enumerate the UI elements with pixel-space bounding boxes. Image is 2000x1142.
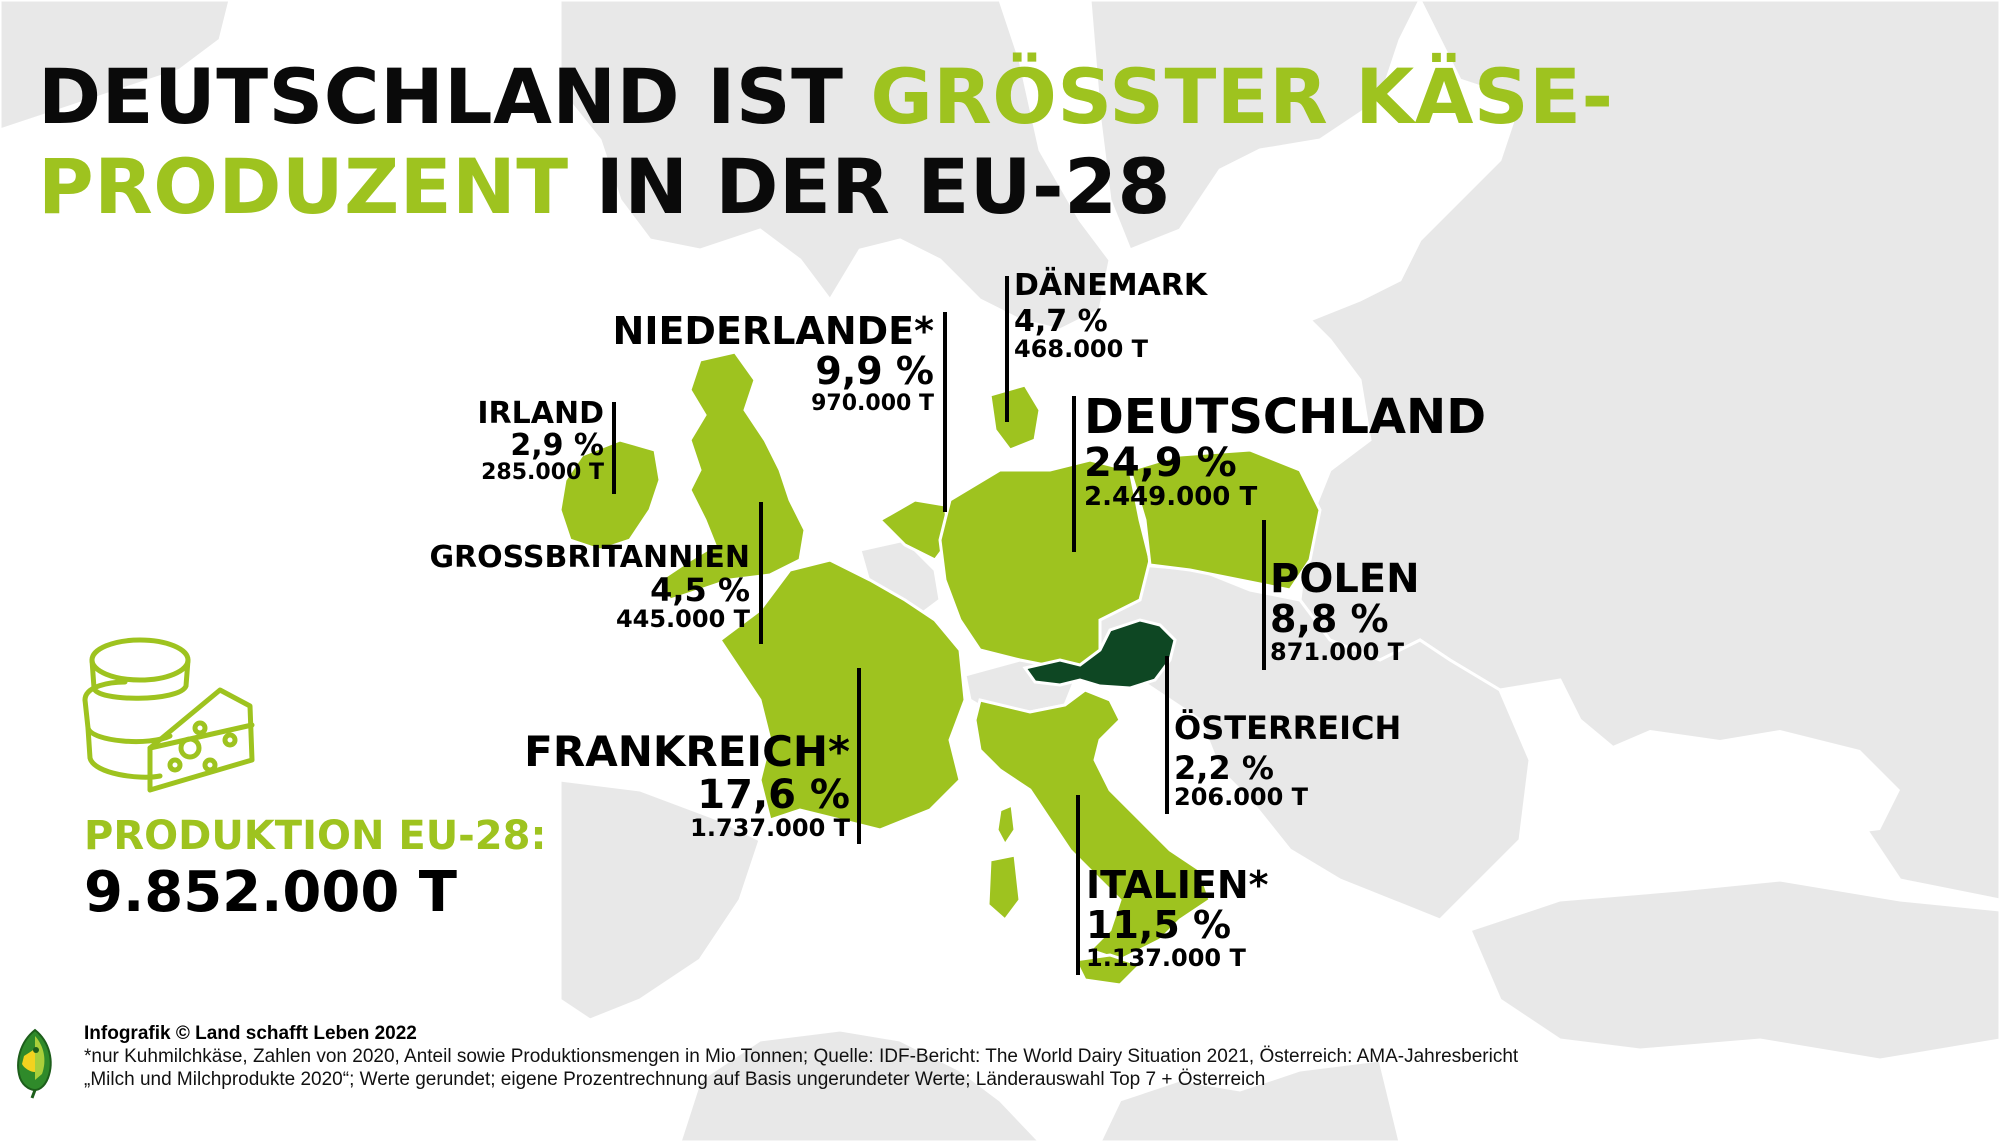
country-name: IRLAND: [477, 396, 604, 431]
leader-line-italien: [1076, 795, 1080, 975]
greenland-iceland-fragment: [0, 0, 232, 132]
country-name: POLEN: [1270, 556, 1420, 602]
iberia-land: [558, 778, 762, 1022]
black-sea: [1580, 730, 1900, 850]
turkey-land: [1467, 878, 2000, 1062]
country-share: 2,9 %: [510, 427, 604, 463]
footer-credit: Infografik © Land schafft Leben 2022: [84, 1023, 417, 1044]
country-share: 8,8 %: [1270, 597, 1389, 641]
country-tons: 1.137.000 T: [1086, 943, 1246, 972]
country-tons: 206.000 T: [1174, 783, 1309, 812]
country-name: GROSSBRITANNIEN: [429, 540, 750, 575]
austria-shape: [1022, 618, 1177, 690]
country-share: 2,2 %: [1174, 748, 1274, 787]
sardinia-shape: [986, 853, 1022, 923]
title-line1-black: DEUTSCHLAND IST: [38, 52, 871, 141]
label-frankreich: FRANKREICH* 17,6 % 1.737.000 T: [524, 727, 850, 843]
scandinavia-land: [558, 0, 1112, 332]
north-africa-land: [678, 1028, 1043, 1142]
italy-shape: [973, 688, 1212, 962]
country-name: FRANKREICH*: [524, 727, 850, 776]
label-oesterreich: ÖSTERREICH 2,2 % 206.000 T: [1174, 709, 1402, 812]
label-daenemark: DÄNEMARK 4,7 % 468.000 T: [1014, 270, 1207, 362]
country-tons: 871.000 T: [1270, 637, 1405, 666]
ireland-shape: [558, 438, 662, 552]
footer: Infografik © Land schafft Leben 2022 *nu…: [84, 1022, 1518, 1091]
country-share: 9,9 %: [815, 348, 934, 393]
country-share: 17,6 %: [697, 772, 850, 819]
title-line2-green: PRODUZENT: [38, 142, 569, 231]
title-line1-green: GRÖSSTER KÄSE-: [870, 52, 1614, 141]
leader-line-niederlande: [943, 312, 947, 512]
leader-line-grossbritannien: [759, 502, 763, 644]
north-africa-east-land: [1098, 1058, 1402, 1142]
cheese-icon: [82, 637, 255, 793]
great-britain-shape: [658, 350, 807, 602]
page-title: DEUTSCHLAND IST GRÖSSTER KÄSE- PRODUZENT…: [38, 52, 1614, 232]
footer-note-line1: *nur Kuhmilchkäse, Zahlen von 2020, Ante…: [84, 1046, 1519, 1067]
leader-line-daenemark: [1005, 276, 1009, 422]
country-name: DÄNEMARK: [1014, 268, 1208, 303]
sicily-shape: [1072, 953, 1143, 987]
country-tons: 970.000 T: [811, 390, 934, 416]
country-share: 11,5 %: [1086, 902, 1232, 947]
leader-line-deutschland: [1072, 396, 1076, 552]
country-tons: 1.737.000 T: [690, 814, 850, 843]
country-share: 4,7 %: [1014, 303, 1108, 339]
production-total: PRODUKTION EU-28: 9.852.000 T: [84, 812, 546, 926]
country-tons: 2.449.000 T: [1084, 482, 1258, 513]
country-tons: 285.000 T: [481, 460, 604, 485]
production-value: 9.852.000 T: [84, 860, 457, 925]
country-name: NIEDERLANDE*: [612, 309, 934, 353]
label-irland: IRLAND 2,9 % 285.000 T: [477, 398, 604, 484]
leader-line-irland: [612, 402, 616, 494]
title-line2-black: IN DER EU-28: [568, 142, 1171, 231]
country-name: ÖSTERREICH: [1174, 709, 1402, 747]
country-share: 4,5 %: [650, 570, 750, 609]
label-grossbritannien: GROSSBRITANNIEN 4,5 % 445.000 T: [429, 542, 750, 632]
label-italien: ITALIEN* 11,5 % 1.137.000 T: [1086, 863, 1269, 972]
finland-land: [1088, 0, 1422, 252]
corsica-shape: [995, 802, 1017, 848]
denmark-shape: [988, 383, 1042, 452]
leader-line-frankreich: [857, 668, 861, 844]
title-line-1: DEUTSCHLAND IST GRÖSSTER KÄSE-: [38, 52, 1614, 142]
poland-shape: [1128, 448, 1322, 592]
footer-note-line2: „Milch und Milchprodukte 2020“; Werte ge…: [84, 1069, 1266, 1090]
country-name: ITALIEN*: [1086, 863, 1269, 907]
country-name: DEUTSCHLAND: [1084, 389, 1487, 445]
germany-shape: [938, 458, 1152, 672]
label-niederlande: NIEDERLANDE* 9,9 % 970.000 T: [612, 309, 934, 416]
label-deutschland: DEUTSCHLAND 24,9 % 2.449.000 T: [1084, 392, 1486, 512]
france-shape: [717, 558, 967, 832]
title-line-2: PRODUZENT IN DER EU-28: [38, 142, 1614, 232]
country-tons: 445.000 T: [615, 605, 750, 634]
leader-line-polen: [1262, 520, 1266, 670]
leader-line-oesterreich: [1165, 656, 1169, 814]
label-polen: POLEN 8,8 % 871.000 T: [1270, 558, 1420, 665]
country-tons: 468.000 T: [1014, 335, 1149, 363]
leaf-logo-icon: [17, 1028, 52, 1099]
production-label: PRODUKTION EU-28:: [84, 813, 547, 859]
czech-hungary-balkans-land: [1078, 563, 1532, 922]
country-share: 24,9 %: [1084, 440, 1237, 487]
